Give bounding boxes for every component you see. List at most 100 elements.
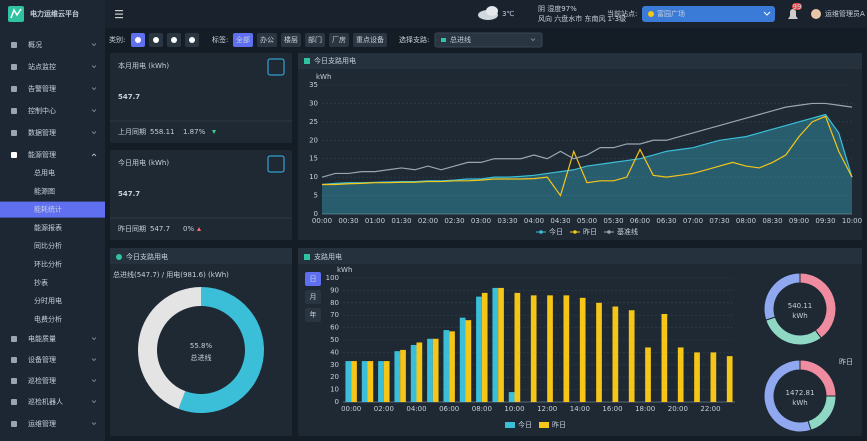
x-tick-label: 10:00 [504,405,524,413]
menu-icon [11,130,17,136]
bar [384,361,390,402]
tag: 部门 [308,35,322,44]
bar [443,330,449,402]
y-tick-label: 50 [330,336,339,344]
category-icon [153,37,159,43]
bar [433,339,439,402]
submenu-item: 能源图 [34,186,55,195]
filter-label: 选择支路: [399,35,429,44]
menu-item: 数据管理 [28,128,56,137]
site-dot [648,11,654,17]
donut-label: 昨日 [839,357,853,366]
x-tick-label: 05:30 [603,217,623,225]
legend-swatch [539,422,549,428]
legend-label: 昨日 [583,227,597,236]
menu-item: 运维管理 [28,419,56,428]
y-tick-label: 80 [330,299,339,307]
header-icon [116,254,122,260]
bar [362,361,368,402]
badge: 99 [793,3,802,11]
legend-label: 今日 [518,420,532,429]
bar [482,293,488,402]
branch: 总进线 [450,35,471,44]
legend-label: 今日 [549,227,563,236]
menu-item: 概况 [28,40,42,49]
submenu-item: 环比分析 [34,260,62,269]
submenu-item: 同比分析 [34,241,62,250]
x-tick-label: 01:00 [365,217,385,225]
branch-dot [441,38,446,42]
bar [711,352,717,402]
bar [351,361,357,402]
category-icon [135,37,141,43]
weather: 阴 湿度97% [538,4,577,13]
change: 1.87% [183,128,206,136]
donut-center-label: 总进线 [191,353,212,362]
category-icon [171,37,177,43]
x-tick-label: 22:00 [700,405,720,413]
bar [564,295,570,402]
bar [460,318,466,402]
bar [727,356,733,402]
menu-icon [11,152,17,158]
x-tick-label: 05:00 [577,217,597,225]
panel-header [298,248,862,264]
menu-icon [11,421,17,427]
period-label: 月 [310,293,317,301]
donut-unit: kWh [792,312,807,320]
legend-dot [539,230,543,234]
menu-item: 告警管理 [28,84,56,93]
x-tick-label: 08:00 [472,405,492,413]
menu-item: 巡检机器人 [28,397,63,406]
bar [596,303,602,402]
menu-icon [11,357,17,363]
menu-item: 设备管理 [28,355,56,364]
menu-icon [11,399,17,405]
tag: 厂房 [332,35,346,44]
bar [411,345,417,402]
site-name: 富园广场 [657,9,685,18]
chart-subtitle: 总进线(547.7) / 用电(981.6) (kWh) [113,270,229,279]
bar [662,314,668,402]
change: 0% [183,225,194,233]
submenu-item: 抄表 [34,278,48,287]
donut-unit: kWh [792,399,807,407]
y-tick-label: 30 [309,99,318,107]
y-tick-label: 10 [330,386,339,394]
menu-icon [11,108,17,114]
bar [466,320,472,402]
x-tick-label: 01:30 [391,217,411,225]
x-tick-label: 12:00 [537,405,557,413]
x-tick-label: 06:00 [630,217,650,225]
bar [378,361,384,402]
bar [531,295,537,402]
site-label: 当前站点: [607,9,637,18]
y-tick-label: 15 [309,155,318,163]
y-tick-label: 25 [309,118,318,126]
card-title: 今日用电 (kWh) [118,158,169,167]
menu-item: 巡检管理 [28,376,56,385]
bar [400,350,406,402]
bar [547,295,553,402]
card-value: 547.7 [118,93,140,101]
bar [645,347,651,402]
y-tick-label: 0 [335,398,339,406]
menu-icon [11,336,17,342]
tag: 楼层 [284,35,298,44]
avatar[interactable] [811,9,821,19]
y-tick-label: 10 [309,173,318,181]
x-tick-label: 00:00 [312,217,332,225]
x-tick-label: 08:00 [736,217,756,225]
x-tick-label: 06:30 [656,217,676,225]
panel-header [298,53,862,69]
x-tick-label: 09:00 [789,217,809,225]
tag: 重点设备 [356,35,384,44]
y-tick-label: 40 [330,348,339,356]
y-tick-label: 30 [330,361,339,369]
x-tick-label: 04:00 [524,217,544,225]
y-tick-label: 70 [330,311,339,319]
bar [368,361,374,402]
x-tick-label: 02:30 [444,217,464,225]
compare-value: 547.7 [150,225,170,233]
